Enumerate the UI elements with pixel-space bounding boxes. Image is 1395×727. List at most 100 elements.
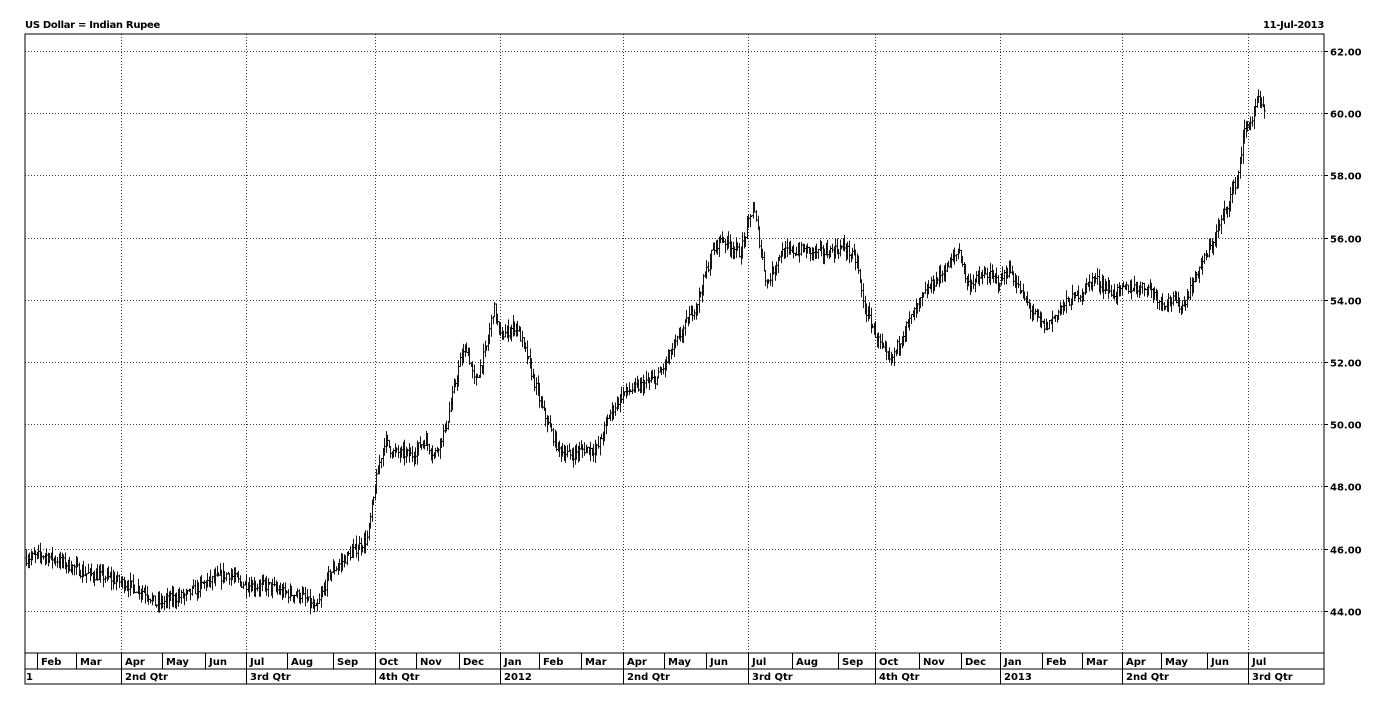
ohlc-bar [707,261,710,273]
ohlc-bar [284,582,287,598]
y-tick-label: 56.00 [1330,235,1362,246]
ohlc-bar [848,240,851,264]
y-tick-label: 44.00 [1330,608,1362,619]
ohlc-bar [1251,116,1254,127]
y-tick-label: 62.00 [1330,48,1362,59]
chart-title: US Dollar = Indian Rupee [25,20,160,31]
ohlc-bar [1234,177,1237,195]
month-label: Jan [1003,657,1022,668]
quarter-label: 1 [26,672,33,683]
ohlc-bar [118,574,121,589]
ohlc-bar [211,575,214,591]
chart-date: 11-Jul-2013 [1262,20,1324,31]
ohlc-bar [1048,320,1051,330]
ohlc-bar [318,593,321,605]
month-label: Jul [1251,657,1266,668]
ohlc-bar [1017,275,1020,289]
ohlc-bar [287,589,290,604]
quarter-label: 2012 [504,672,532,683]
month-label: Aug [796,657,818,668]
month-label: Jul [751,657,766,668]
month-label: Feb [41,657,61,668]
ohlc-bar [526,340,529,365]
ohlc-bar [657,367,660,379]
ohlc-bar [614,402,617,416]
ohlc-bar [955,254,958,262]
ohlc-bar [1263,104,1266,119]
ohlc-bar [73,564,76,576]
ohlc-bar [1220,215,1223,235]
ohlc-bar [763,251,766,272]
ohlc-bar [192,579,195,589]
ohlc-bar [685,310,688,323]
ohlc-bar [1172,291,1175,306]
ohlc-bar [631,383,634,394]
month-label: Dec [463,657,484,668]
ohlc-bar [504,324,507,338]
ohlc-bar [893,347,896,366]
ohlc-bar [628,382,631,396]
quarter-label: 2nd Qtr [125,672,168,683]
ohlc-bar [521,330,524,348]
month-label: Oct [879,657,898,668]
ohlc-bar [1003,269,1006,285]
ohlc-bar [908,311,911,331]
month-label: Oct [379,657,398,668]
month-label: Nov [420,657,442,668]
month-label: May [668,657,691,668]
y-tick-label: 46.00 [1330,546,1362,557]
ohlc-series [25,89,1266,615]
ohlc-bar [941,270,944,283]
y-tick-label: 52.00 [1330,359,1362,370]
ohlc-bar [986,267,989,285]
quarter-label: 2nd Qtr [627,672,670,683]
month-label: Jun [208,657,227,668]
ohlc-bar [459,352,462,367]
ohlc-bar [769,273,772,286]
month-label: Mar [80,657,102,668]
ohlc-bar [473,364,476,384]
ohlc-bar [1026,291,1029,306]
ohlc-bar [349,546,352,561]
month-label: Jan [503,657,522,668]
month-label: Nov [923,657,945,668]
ohlc-bar [194,580,197,595]
ohlc-bar [366,530,369,546]
ohlc-bar [442,424,445,447]
ohlc-bar [862,283,865,309]
ohlc-bar [203,580,206,589]
ohlc-bar [154,595,157,606]
ohlc-bar [583,442,586,456]
quarter-label: 3rd Qtr [1252,672,1293,683]
ohlc-bar [1065,290,1068,314]
quarter-label: 3rd Qtr [250,672,291,683]
ohlc-bar [552,428,555,446]
month-label: Jun [1210,657,1229,668]
ohlc-bar [110,566,113,591]
month-label: Feb [1046,657,1066,668]
ohlc-bar [519,326,522,342]
ohlc-bar [738,243,741,258]
ohlc-bar [267,578,270,597]
ohlc-bar [389,446,392,459]
ohlc-bar [599,436,602,456]
month-label: Feb [543,657,563,668]
ohlc-bar [693,309,696,320]
ohlc-bar [1189,277,1192,300]
ohlc-bar [1127,284,1130,294]
ohlc-bar [972,274,975,290]
ohlc-bar [428,443,431,455]
ohlc-bar [879,333,882,349]
ohlc-bar [42,555,45,560]
ohlc-bar [245,574,248,598]
quarter-label: 2013 [1004,672,1032,683]
ohlc-bar [492,315,495,325]
ohlc-bar [163,596,166,611]
ohlc-bar [817,248,820,259]
ohlc-bar [535,377,538,395]
ohlc-bar [800,241,803,256]
ohlc-bar [870,307,873,334]
ohlc-bar [304,586,307,607]
